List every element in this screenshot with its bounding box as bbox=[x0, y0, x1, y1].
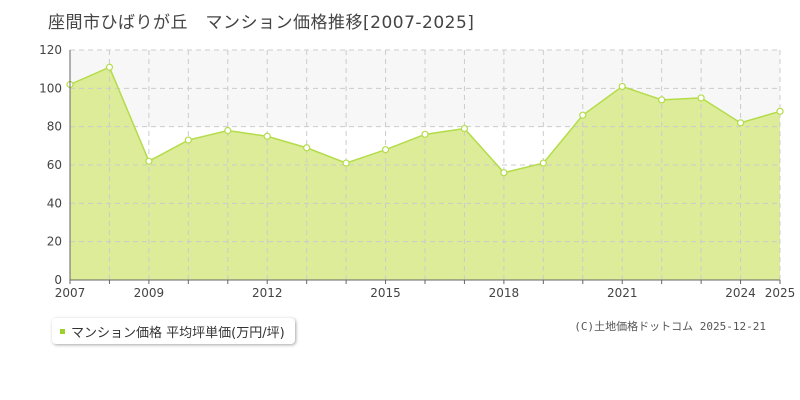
y-tick-label: 60 bbox=[47, 158, 62, 172]
data-point bbox=[381, 146, 390, 154]
y-tick-label: 40 bbox=[47, 196, 62, 210]
y-tick-label: 80 bbox=[47, 120, 62, 134]
legend-swatch-icon bbox=[60, 328, 65, 334]
legend: マンション価格 平均坪単価(万円/坪) bbox=[52, 318, 295, 344]
x-tick-label: 2009 bbox=[134, 286, 165, 300]
series-area bbox=[70, 67, 780, 280]
data-point bbox=[539, 159, 547, 167]
y-tick-label: 100 bbox=[39, 81, 62, 95]
data-point bbox=[145, 157, 153, 165]
x-tick-label: 2024 bbox=[725, 286, 756, 300]
y-tick-label: 120 bbox=[39, 43, 62, 57]
x-tick-label: 2021 bbox=[607, 286, 638, 300]
data-point bbox=[658, 96, 666, 104]
data-point bbox=[303, 144, 311, 152]
x-tick-label: 2015 bbox=[370, 286, 401, 300]
y-tick-label: 0 bbox=[54, 273, 62, 287]
data-point bbox=[263, 132, 271, 140]
x-tick-label: 2025 bbox=[765, 286, 796, 300]
data-point bbox=[460, 124, 469, 133]
data-point bbox=[184, 136, 192, 144]
data-point bbox=[579, 111, 587, 119]
data-point bbox=[105, 63, 114, 71]
data-point bbox=[736, 119, 745, 127]
data-point bbox=[224, 126, 232, 135]
data-point bbox=[697, 94, 705, 102]
chart-title: 座間市ひばりが丘 マンション価格推移[2007-2025] bbox=[48, 13, 475, 33]
x-tick-label: 2007 bbox=[55, 286, 86, 300]
data-point bbox=[618, 82, 626, 91]
x-tick-label: 2012 bbox=[252, 286, 283, 300]
data-point bbox=[421, 130, 429, 138]
x-tick-label: 2018 bbox=[489, 286, 520, 300]
y-tick-label: 20 bbox=[47, 235, 62, 249]
data-point bbox=[500, 169, 508, 177]
legend-label: マンション価格 平均坪単価(万円/坪) bbox=[71, 325, 285, 341]
data-point bbox=[342, 159, 350, 167]
data-point bbox=[776, 107, 784, 115]
copyright-text: (C)土地価格ドットコム 2025-12-21 bbox=[574, 320, 766, 333]
